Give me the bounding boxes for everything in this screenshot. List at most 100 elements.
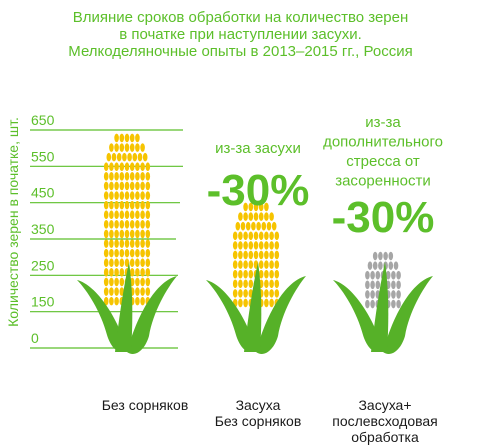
corn-kernel <box>114 287 119 296</box>
corn-kernel <box>238 260 243 269</box>
corn-kernel <box>111 152 117 162</box>
corn-kernel <box>103 287 109 296</box>
corn-kernel <box>140 191 145 200</box>
chart-title-line: Мелкоделяночные опыты в 2013–2015 гг., Р… <box>68 43 413 60</box>
corn-kernel <box>396 270 401 280</box>
corn-kernel <box>114 239 119 248</box>
corn-kernel <box>269 241 274 250</box>
corn-kernel <box>109 143 114 152</box>
corn-kernel <box>114 133 119 143</box>
corn-kernel <box>269 260 274 269</box>
corn-kernel <box>119 229 125 239</box>
corn-kernel <box>240 221 246 231</box>
corn-kernel <box>129 191 135 200</box>
corn-kernel <box>375 270 381 280</box>
corn-kernel <box>103 172 109 181</box>
corn-kernel <box>264 250 269 260</box>
corn-kernel <box>135 296 140 306</box>
corn-kernel <box>258 231 264 241</box>
corn-kernel <box>271 221 277 231</box>
corn-kernel <box>383 251 388 261</box>
corn-kernel <box>396 290 401 299</box>
corn-kernel <box>145 239 151 248</box>
corn-kernel <box>243 260 248 269</box>
corn-kernel <box>243 289 248 298</box>
corn-kernel <box>269 250 274 260</box>
corn-kernel <box>135 248 140 258</box>
corn-kernel <box>124 162 130 172</box>
corn-kernel <box>129 143 135 152</box>
corn-kernel <box>370 290 375 299</box>
corn-kernel <box>116 152 122 162</box>
corn-kernel <box>258 250 264 260</box>
corn-kernel <box>103 162 109 172</box>
corn-kernel <box>119 210 125 220</box>
corn-kernel <box>391 270 396 280</box>
corn-kernel <box>264 298 269 308</box>
corn-kernel <box>135 172 140 181</box>
corn-kernel <box>243 231 248 241</box>
corn-kernel <box>119 258 125 268</box>
corn-kernel <box>124 133 130 143</box>
y-tick-label: 650 <box>31 112 55 128</box>
corn-kernel <box>264 202 269 212</box>
corn-kernel <box>114 220 119 229</box>
corn-kernel <box>378 261 383 270</box>
corn-kernel <box>109 200 114 210</box>
corn-kernel <box>119 181 125 191</box>
corn-kernel <box>269 298 274 308</box>
corn-kernel <box>119 287 125 296</box>
corn-kernel <box>122 152 127 162</box>
corn-kernel <box>103 239 109 248</box>
corn-kernel <box>119 200 125 210</box>
corn-kernel <box>274 260 280 269</box>
corn-kernel <box>140 229 145 239</box>
corn-kernel <box>274 289 280 298</box>
category-label-line: обработка <box>351 429 419 445</box>
corn-kernel <box>103 191 109 200</box>
corn-kernel <box>129 229 135 239</box>
corn-kernel <box>142 152 148 162</box>
corn-kernel <box>119 191 125 200</box>
corn-kernel <box>124 248 130 258</box>
corn-kernel <box>253 202 259 212</box>
bar-corn-cob <box>206 202 306 355</box>
corn-kernel <box>114 200 119 210</box>
chart-title-line: в початке при наступлении засухи. <box>119 26 362 43</box>
corn-kernel <box>269 289 274 298</box>
corn-kernel <box>253 231 259 241</box>
corn-kernel <box>372 251 378 261</box>
annotation-text: из-за <box>365 114 401 131</box>
corn-kernel <box>378 251 383 261</box>
corn-kernel <box>140 287 145 296</box>
corn-kernel <box>114 277 119 287</box>
corn-leaf-left <box>77 280 127 353</box>
category-label-line: Без сорняков <box>101 397 189 413</box>
corn-kernel <box>264 212 269 221</box>
corn-kernel <box>391 280 396 290</box>
corn-kernel <box>140 143 145 152</box>
corn-kernel <box>124 200 130 210</box>
y-tick-label: 450 <box>31 185 55 201</box>
corn-kernel <box>232 289 238 298</box>
corn-kernel <box>365 280 370 290</box>
corn-kernel <box>119 277 125 287</box>
corn-kernel <box>243 269 248 279</box>
corn-kernel <box>370 299 375 309</box>
corn-kernel <box>124 220 130 229</box>
category-label-line: Засуха <box>235 397 281 413</box>
corn-kernel <box>129 210 135 220</box>
corn-kernel <box>248 269 254 279</box>
corn-kernel <box>274 269 280 279</box>
corn-kernel <box>135 220 140 229</box>
corn-kernel <box>269 279 274 289</box>
category-label: Засуха Без сорняков <box>200 397 316 429</box>
corn-kernel <box>106 152 112 162</box>
corn-kernel <box>109 220 114 229</box>
corn-kernel <box>127 152 132 162</box>
corn-kernel <box>135 181 140 191</box>
corn-kernel <box>103 248 109 258</box>
corn-kernel <box>135 143 140 152</box>
corn-kernel <box>264 279 269 289</box>
